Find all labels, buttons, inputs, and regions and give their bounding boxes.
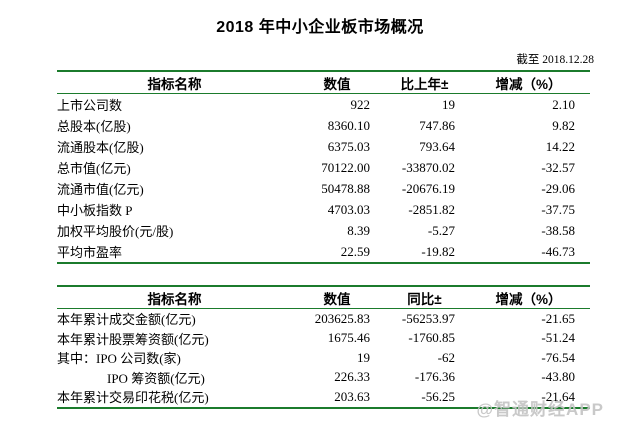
pct-change-cell: -29.06 xyxy=(541,180,575,196)
pct-change-cell: 14.22 xyxy=(545,138,575,154)
table-row: 加权平均股价(元/股) 8.39 -5.27 -38.58 xyxy=(57,220,590,241)
change-cell: -56.25 xyxy=(421,388,455,404)
value-cell: 226.33 xyxy=(334,369,370,385)
table1-header-row: 指标名称 数值 比上年± 增减（%） xyxy=(57,71,590,94)
table-row: 平均市盈率 22.59 -19.82 -46.73 xyxy=(57,241,590,263)
change-cell: -5.27 xyxy=(427,222,455,238)
pct-change-cell: 2.10 xyxy=(552,96,575,112)
table-row: 流通股本(亿股) 6375.03 793.64 14.22 xyxy=(57,136,590,157)
pct-change-cell: -51.24 xyxy=(541,330,575,346)
table-row: 总市值(亿元) 70122.00 -33870.02 -32.57 xyxy=(57,157,590,178)
table1-header-yoy-change: 比上年± xyxy=(382,71,467,94)
change-cell: -62 xyxy=(437,349,455,365)
pct-change-cell: -21.65 xyxy=(541,310,575,326)
value-cell: 19 xyxy=(357,349,370,365)
table-row: 总股本(亿股) 8360.10 747.86 9.82 xyxy=(57,115,590,136)
value-cell: 6375.03 xyxy=(327,138,370,154)
as-of-date: 截至 2018.12.28 xyxy=(516,54,594,66)
table-row: 本年累计交易印花税(亿元) 203.63 -56.25 -21.64 xyxy=(57,387,590,408)
pct-change-cell: 9.82 xyxy=(552,117,575,133)
value-cell: 22.59 xyxy=(340,243,370,259)
change-cell: -2851.82 xyxy=(408,201,455,217)
change-cell: 747.86 xyxy=(419,117,455,133)
value-cell: 1675.46 xyxy=(327,330,370,346)
table-row: 上市公司数 922 19 2.10 xyxy=(57,94,590,116)
table2-header-value: 数值 xyxy=(292,286,382,309)
value-cell: 50478.88 xyxy=(321,180,370,196)
change-cell: -19.82 xyxy=(421,243,455,259)
table2-header-row: 指标名称 数值 同比± 增减（%） xyxy=(57,286,590,309)
change-cell: 19 xyxy=(442,96,455,112)
market-overview-table-2: 指标名称 数值 同比± 增减（%） 本年累计成交金额(亿元) 203625.83 -… xyxy=(57,285,590,409)
pct-change-cell: -32.57 xyxy=(541,159,575,175)
page-title: 2018 年中小企业板市场概况 xyxy=(216,19,424,36)
value-cell: 203.63 xyxy=(334,388,370,404)
market-overview-table-1: 指标名称 数值 比上年± 增减（%） 上市公司数 922 19 2.10 总股本(亿股)… xyxy=(57,70,590,264)
value-cell: 4703.03 xyxy=(327,201,370,217)
pct-change-cell: -43.80 xyxy=(541,369,575,385)
value-cell: 8360.10 xyxy=(327,117,370,133)
indicator-name-cell: 其中：IPO 公司数(家) xyxy=(57,351,181,367)
pct-change-cell: -37.75 xyxy=(541,201,575,217)
change-cell: -20676.19 xyxy=(401,180,455,196)
table-row: IPO 筹资额(亿元) 226.33 -176.36 -43.80 xyxy=(57,368,590,388)
indicator-name-cell: 本年累计交易印花税(亿元) xyxy=(57,390,209,406)
table2-header-yoy-change: 同比± xyxy=(382,286,467,309)
indicator-name-cell: IPO 筹资额(亿元) xyxy=(107,370,205,386)
pct-change-cell: -21.64 xyxy=(541,388,575,404)
change-cell: -176.36 xyxy=(414,369,455,385)
indicator-name-cell: 本年累计成交金额(亿元) xyxy=(57,312,196,328)
value-cell: 70122.00 xyxy=(321,159,370,175)
indicator-name-cell: 上市公司数 xyxy=(57,98,123,113)
table1-header-indicator-name: 指标名称 xyxy=(57,71,292,94)
indicator-name-cell: 流通市值(亿元) xyxy=(57,182,144,197)
indicator-name-cell: 流通股本(亿股) xyxy=(57,140,144,155)
value-cell: 8.39 xyxy=(347,222,370,238)
indicator-name-cell: 加权平均股价(元/股) xyxy=(57,224,174,239)
value-cell: 922 xyxy=(350,96,371,112)
table1-header-value: 数值 xyxy=(292,71,382,94)
pct-change-cell: -46.73 xyxy=(541,243,575,259)
table-row: 其中：IPO 公司数(家) 19 -62 -76.54 xyxy=(57,348,590,368)
table-row: 本年累计股票筹资额(亿元) 1675.46 -1760.85 -51.24 xyxy=(57,329,590,349)
table-row: 流通市值(亿元) 50478.88 -20676.19 -29.06 xyxy=(57,178,590,199)
value-cell: 203625.83 xyxy=(314,310,370,326)
pct-change-cell: -76.54 xyxy=(541,349,575,365)
change-cell: -1760.85 xyxy=(408,330,455,346)
indicator-name-cell: 本年累计股票筹资额(亿元) xyxy=(57,331,209,347)
pct-change-cell: -38.58 xyxy=(541,222,575,238)
change-cell: 793.64 xyxy=(419,138,455,154)
table-row: 中小板指数 P 4703.03 -2851.82 -37.75 xyxy=(57,199,590,220)
table2-header-pct-change: 增减（%） xyxy=(467,286,590,309)
table-row: 本年累计成交金额(亿元) 203625.83 -56253.97 -21.65 xyxy=(57,309,590,329)
change-cell: -56253.97 xyxy=(401,310,455,326)
table2-header-indicator-name: 指标名称 xyxy=(57,286,292,309)
indicator-name-cell: 平均市盈率 xyxy=(57,245,123,260)
change-cell: -33870.02 xyxy=(401,159,455,175)
indicator-name-cell: 总股本(亿股) xyxy=(57,119,131,134)
indicator-name-cell: 总市值(亿元) xyxy=(57,161,131,176)
table1-header-pct-change: 增减（%） xyxy=(467,71,590,94)
indicator-name-cell: 中小板指数 P xyxy=(57,203,133,218)
